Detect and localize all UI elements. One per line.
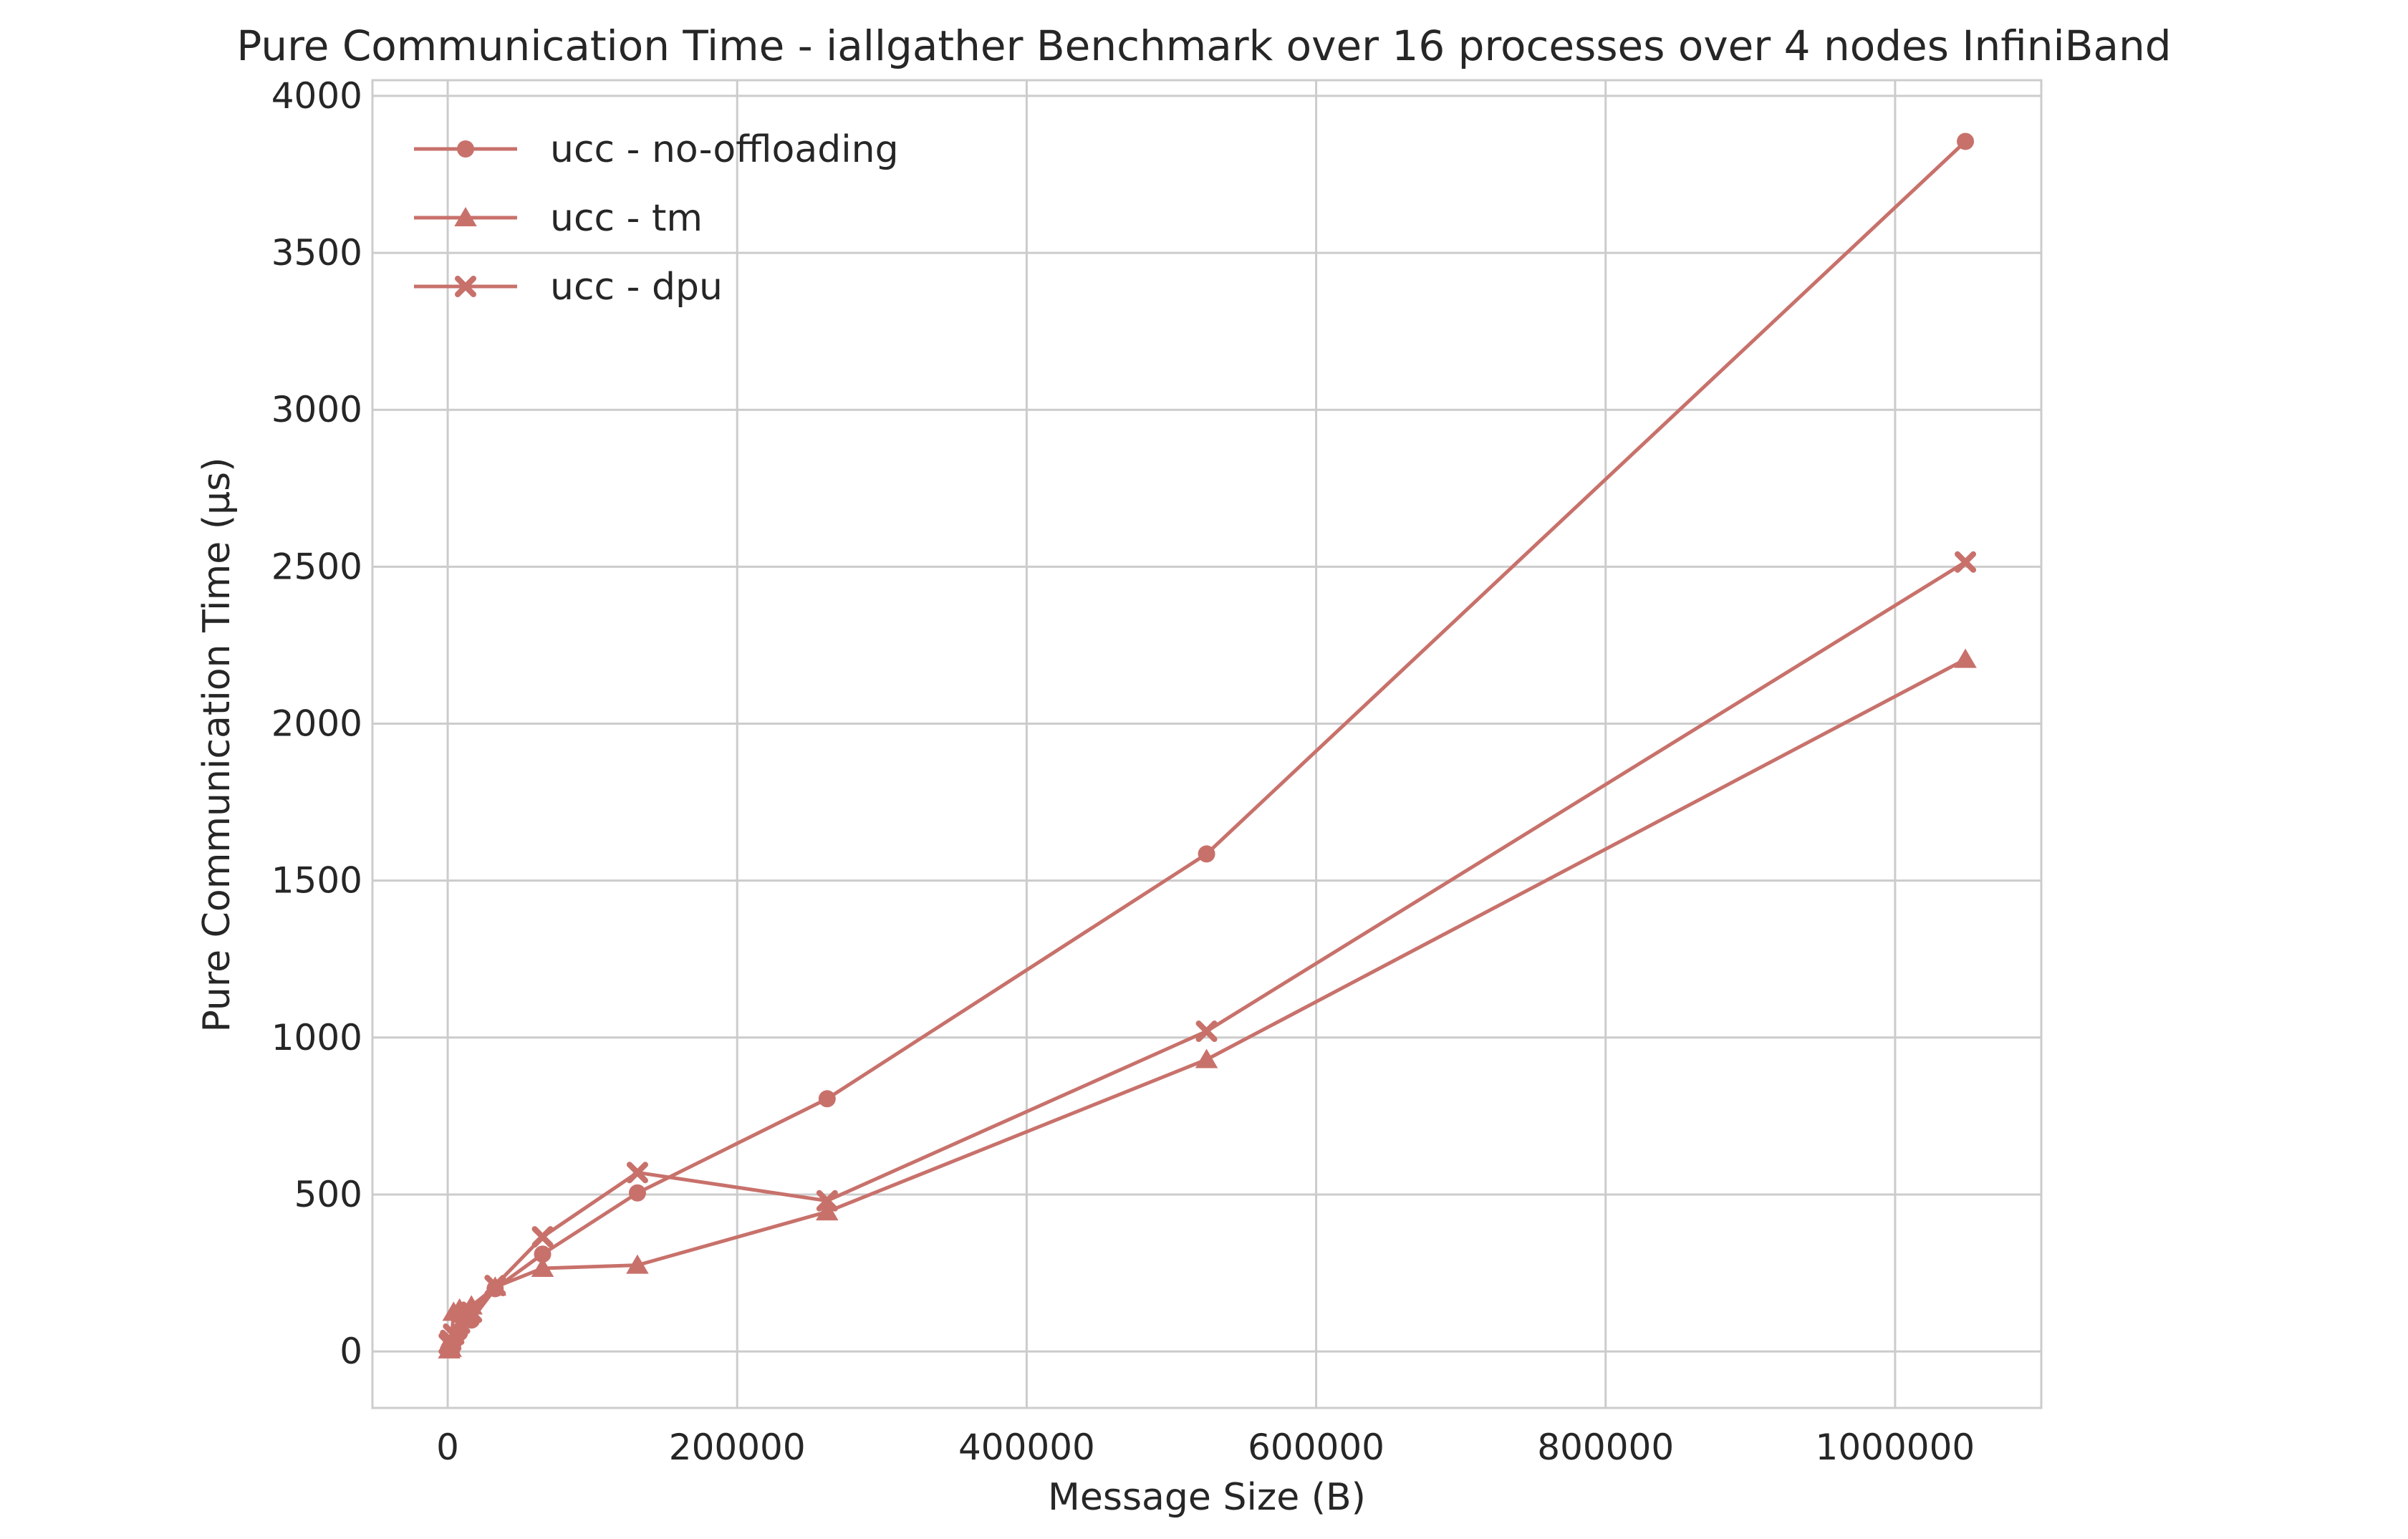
- legend-item: ucc - tm: [414, 197, 703, 240]
- legend-item: ucc - no-offloading: [414, 128, 899, 171]
- x-tick-label: 800000: [1537, 1427, 1674, 1468]
- y-tick-label: 2000: [271, 703, 362, 745]
- x-tick-label: 400000: [958, 1427, 1095, 1468]
- data-point: [1955, 551, 1977, 573]
- data-point: [461, 1301, 483, 1323]
- x-tick-label: 1000000: [1816, 1427, 1975, 1468]
- data-point: [1195, 1048, 1218, 1068]
- data-point: [1198, 845, 1215, 863]
- series-3: [438, 551, 1977, 1355]
- y-axis-ticks: 0 500 1000 1500 2000 2500 3000 3500 4000: [271, 75, 362, 1372]
- data-point: [816, 1190, 838, 1212]
- series-line: [448, 140, 1967, 1349]
- legend-label: ucc - no-offloading: [550, 128, 899, 171]
- data-point: [534, 1245, 552, 1263]
- series-layer: [438, 132, 1977, 1359]
- data-point: [443, 1323, 465, 1345]
- data-point: [628, 1184, 646, 1202]
- chart-title: Pure Communication Time - iallgather Ben…: [236, 21, 2171, 70]
- y-tick-label: 1500: [271, 860, 362, 902]
- grid: [372, 80, 2041, 1408]
- legend-label: ucc - dpu: [550, 266, 723, 309]
- y-tick-label: 1000: [271, 1017, 362, 1058]
- data-point: [1195, 1021, 1218, 1043]
- x-axis-label: Message Size (B): [1048, 1476, 1366, 1519]
- legend: ucc - no-offloading ucc - tm ucc - dpu: [414, 128, 899, 309]
- data-point: [484, 1275, 506, 1297]
- legend-item: ucc - dpu: [414, 266, 723, 309]
- data-point: [626, 1254, 649, 1274]
- series-2: [438, 648, 1977, 1359]
- data-point: [531, 1226, 554, 1248]
- data-point: [818, 1090, 836, 1108]
- series-line: [447, 560, 1967, 1345]
- data-point: [1957, 132, 1975, 150]
- legend-marker: [455, 276, 476, 297]
- y-tick-label: 4000: [271, 75, 362, 117]
- y-tick-label: 500: [294, 1174, 362, 1215]
- x-axis-ticks: 0 200000 400000 600000 800000 1000000: [436, 1427, 1975, 1468]
- x-tick-label: 600000: [1248, 1427, 1384, 1468]
- data-point: [626, 1162, 648, 1184]
- data-point: [1954, 648, 1977, 668]
- y-axis-label: Pure Communication Time (μs): [196, 457, 239, 1032]
- x-tick-label: 0: [436, 1427, 459, 1468]
- plot-frame: [371, 79, 2043, 1409]
- legend-marker: [457, 140, 474, 158]
- series-1: [440, 132, 1975, 1357]
- y-tick-label: 2500: [271, 546, 362, 587]
- series-line: [448, 657, 1967, 1351]
- legend-label: ucc - tm: [550, 197, 703, 240]
- data-point: [531, 1257, 554, 1277]
- y-tick-label: 3000: [271, 389, 362, 430]
- x-tick-label: 200000: [669, 1427, 806, 1468]
- data-point: [816, 1201, 839, 1221]
- y-tick-label: 0: [339, 1331, 362, 1372]
- legend-marker: [454, 207, 477, 226]
- y-tick-label: 3500: [271, 232, 362, 274]
